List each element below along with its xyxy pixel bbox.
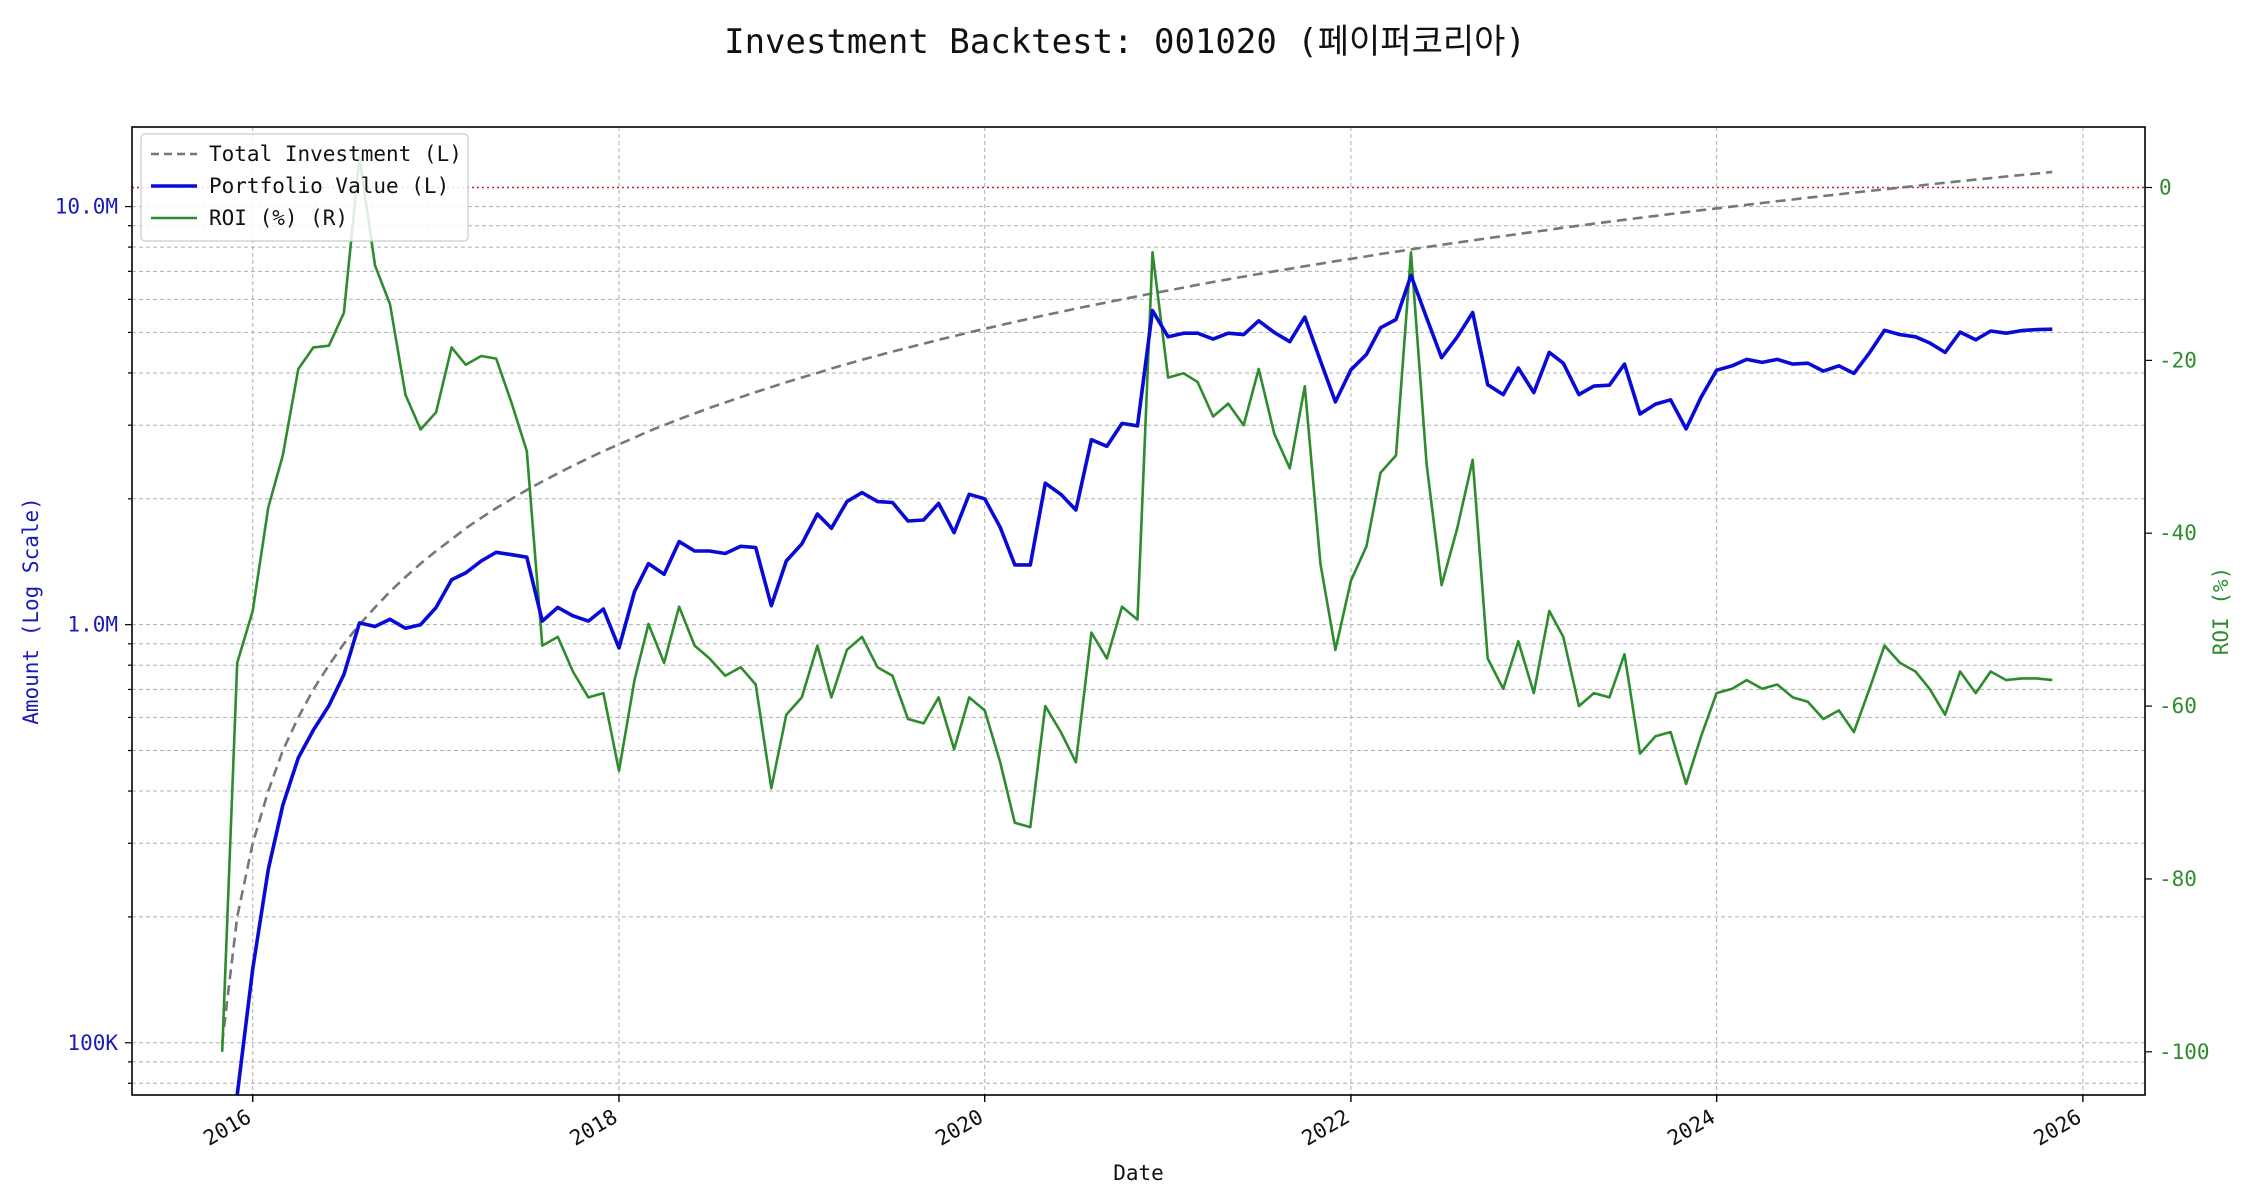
y-right-tick-label: -20 [2159, 348, 2197, 372]
y-axis-right-label: ROI (%) [2209, 567, 2233, 656]
series-line-1 [235, 273, 2053, 1096]
y-axis-left: 100K 1.0M 10.0M [55, 195, 132, 1084]
y-right-tick-label: -60 [2159, 694, 2197, 718]
x-tick-label: 2016 [199, 1105, 255, 1151]
series-line-0 [220, 170, 2053, 1043]
y-left-tick-label: 100K [67, 1031, 118, 1055]
y-axis-left-label: Amount (Log Scale) [19, 497, 43, 725]
y-right-tick-label: -100 [2159, 1040, 2210, 1064]
grid-lines [132, 127, 2145, 1095]
x-axis-label: Date [1113, 1161, 1164, 1185]
x-tick-label: 2018 [566, 1105, 622, 1151]
x-tick-label: 2022 [1298, 1105, 1354, 1151]
x-axis: 2016 2018 2020 2022 2024 2026 [199, 1095, 2085, 1151]
legend-box [140, 133, 469, 242]
x-tick-label: 2020 [931, 1105, 987, 1151]
y-right-tick-label: -80 [2159, 867, 2197, 891]
chart-title: Investment Backtest: 001020 (페이퍼코리아) [724, 22, 1526, 62]
x-tick-label: 2026 [2030, 1105, 2086, 1151]
y-right-tick-label: 0 [2159, 176, 2172, 200]
legend-label: Portfolio Value (L) [209, 174, 449, 198]
y-right-tick-label: -40 [2159, 521, 2197, 545]
y-axis-right: 0 -20 -40 -60 -80 -100 [2145, 176, 2210, 1064]
series-line-2 [220, 156, 2053, 1052]
x-tick-label: 2024 [1663, 1105, 1719, 1151]
plot-frame [131, 126, 2146, 1096]
y-left-tick-label: 10.0M [55, 195, 118, 219]
legend-label: Total Investment (L) [209, 142, 462, 166]
y-left-tick-label: 1.0M [67, 613, 118, 637]
legend: Total Investment (L) Portfolio Value (L) R… [140, 133, 469, 242]
series-lines [220, 156, 2053, 1096]
legend-label: ROI (%) (R) [209, 206, 348, 230]
